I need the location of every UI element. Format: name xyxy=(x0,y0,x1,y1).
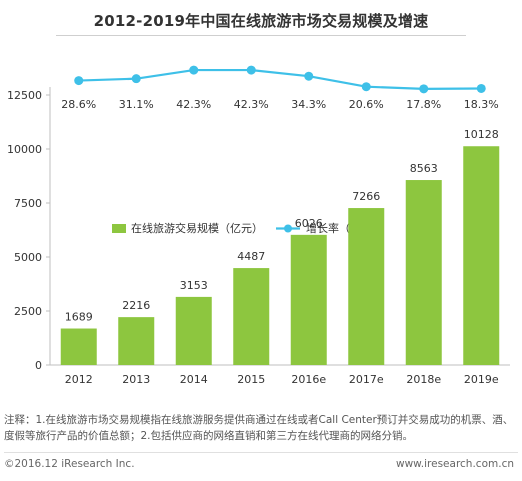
x-tick-label: 2012 xyxy=(65,373,93,386)
x-tick-label: 2018e xyxy=(406,373,441,386)
bar-value-label: 10128 xyxy=(464,128,499,141)
y-tick-label: 12500 xyxy=(7,89,42,102)
x-tick-label: 2014 xyxy=(180,373,208,386)
bar xyxy=(118,317,155,365)
x-tick-label: 2017e xyxy=(349,373,384,386)
legend-bar-swatch xyxy=(112,224,126,233)
growth-line-series: 28.6% 31.1% 42.3% 42.3% 34.3% 20.6% 17.8% 18.3% xyxy=(61,65,499,111)
bar-value-label: 4487 xyxy=(237,250,265,263)
growth-value-label: 31.1% xyxy=(119,98,154,111)
growth-point xyxy=(361,82,371,92)
x-tick-label: 2015 xyxy=(237,373,265,386)
y-tick-label: 0 xyxy=(35,359,42,372)
bar-value-label: 2216 xyxy=(122,299,150,312)
growth-value-label: 34.3% xyxy=(291,98,326,111)
footer-divider xyxy=(4,452,518,453)
copyright-text: ©2016.12 iResearch Inc. xyxy=(4,458,135,470)
bar xyxy=(463,146,500,365)
site-url: www.iresearch.com.cn xyxy=(395,458,514,470)
x-axis: 2012 2013 2014 2015 2016e 2017e 2018e 2019e xyxy=(50,364,510,386)
footnote: 注释：1.在线旅游市场交易规模指在线旅游服务提供商通过在线或者Call Cent… xyxy=(4,414,514,442)
growth-value-label: 20.6% xyxy=(349,98,384,111)
x-tick-label: 2016e xyxy=(291,373,326,386)
bar-value-label: 3153 xyxy=(180,279,208,292)
x-tick-label: 2013 xyxy=(122,373,150,386)
y-axis: 0 2500 5000 7500 10000 12500 xyxy=(7,87,51,372)
y-tick-label: 7500 xyxy=(14,197,42,210)
growth-value-label: 18.3% xyxy=(464,98,499,111)
bar-series: 1689 2216 3153 4487 6026 7266 8563 10128 xyxy=(60,128,500,365)
y-tick-label: 2500 xyxy=(14,305,42,318)
growth-point xyxy=(304,71,314,81)
x-tick-label: 2019e xyxy=(464,373,499,386)
growth-value-label: 42.3% xyxy=(234,98,269,111)
bar xyxy=(405,180,442,365)
title-divider xyxy=(56,35,466,36)
growth-value-label: 17.8% xyxy=(406,98,441,111)
growth-point xyxy=(74,76,84,86)
legend-bar-label: 在线旅游交易规模（亿元） xyxy=(131,221,263,235)
bar-value-label: 6026 xyxy=(295,217,323,230)
legend-line-marker xyxy=(284,224,292,233)
growth-point xyxy=(189,65,199,75)
bar xyxy=(348,208,385,365)
bar xyxy=(175,296,212,365)
y-tick-label: 5000 xyxy=(14,251,42,264)
growth-point xyxy=(131,74,141,84)
growth-point xyxy=(246,65,256,75)
y-tick-label: 10000 xyxy=(7,143,42,156)
growth-point xyxy=(419,84,429,94)
chart: 在线旅游交易规模（亿元） 增长率（%） 0 2500 5000 7500 10000 125… xyxy=(7,65,510,386)
bar-value-label: 8563 xyxy=(410,162,438,175)
legend: 在线旅游交易规模（亿元） 增长率（%） xyxy=(112,221,371,235)
bar-value-label: 7266 xyxy=(352,190,380,203)
growth-value-label: 28.6% xyxy=(61,98,96,111)
chart-title: 2012-2019年中国在线旅游市场交易规模及增速 xyxy=(93,12,429,30)
growth-point xyxy=(476,83,486,93)
bar-value-label: 1689 xyxy=(65,311,93,324)
growth-value-label: 42.3% xyxy=(176,98,211,111)
growth-line xyxy=(78,68,482,90)
bar xyxy=(60,328,97,365)
bar xyxy=(290,234,327,365)
bar xyxy=(233,268,270,365)
